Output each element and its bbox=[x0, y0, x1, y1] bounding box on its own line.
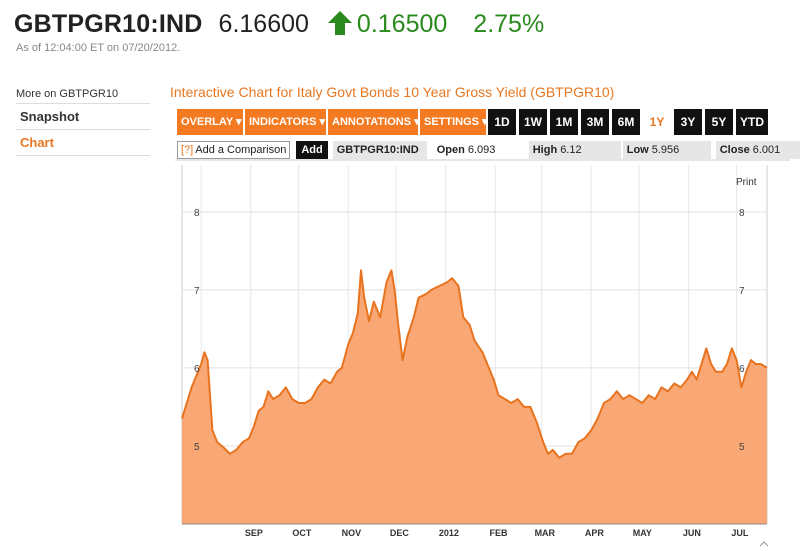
x-tick-label: JUL bbox=[731, 528, 749, 538]
add-comparison-button[interactable]: Add bbox=[296, 141, 328, 159]
low-value: Low 5.956 bbox=[622, 141, 711, 159]
sidebar-item-snapshot[interactable]: Snapshot bbox=[16, 104, 150, 130]
range-3y[interactable]: 3Y bbox=[674, 109, 702, 135]
high-label: High bbox=[532, 144, 558, 156]
plot-background bbox=[182, 165, 767, 524]
x-tick-label: APR bbox=[585, 528, 605, 538]
yield-area bbox=[182, 270, 767, 524]
x-tick-label: FEB bbox=[489, 528, 508, 538]
close-value: Close 6.001 bbox=[715, 141, 800, 159]
close-number: 6.001 bbox=[752, 144, 781, 156]
print-link[interactable]: Print bbox=[736, 177, 757, 188]
y-tick-label-left: 5 bbox=[194, 442, 200, 453]
price-change: 0.16500 bbox=[356, 10, 448, 38]
sidebar-item-chart[interactable]: Chart bbox=[16, 130, 150, 156]
x-tick-label: MAY bbox=[633, 528, 652, 538]
scroll-chevron-icon bbox=[759, 541, 769, 547]
close-label: Close bbox=[719, 144, 750, 156]
annotations-menu[interactable]: ANNOTATIONS ▾ bbox=[328, 109, 420, 135]
range-1d[interactable]: 1D bbox=[488, 109, 516, 135]
settings-menu[interactable]: SETTINGS ▾ bbox=[420, 109, 488, 135]
x-tick-label: OCT bbox=[292, 528, 312, 538]
quote-summary-row: [?] Add a Comparison Add GBTPGR10:IND Op… bbox=[177, 140, 800, 160]
x-tick-label: 2012 bbox=[439, 528, 459, 538]
y-tick-label-right: 6 bbox=[739, 364, 745, 375]
y-tick-label-left: 7 bbox=[194, 286, 200, 297]
high-number: 6.12 bbox=[560, 144, 582, 156]
as-of-timestamp: As of 12:04:00 ET on 07/20/2012. bbox=[16, 42, 181, 54]
quote-header: GBTPGR10:IND 6.16600 0.16500 2.75% bbox=[14, 6, 545, 38]
sidebar-title: More on GBTPGR10 bbox=[16, 88, 150, 104]
x-tick-label: DEC bbox=[390, 528, 410, 538]
open-number: 6.093 bbox=[467, 144, 496, 156]
range-1y[interactable]: 1Y bbox=[643, 109, 671, 135]
low-label: Low bbox=[626, 144, 649, 156]
comparison-input[interactable]: [?] Add a Comparison bbox=[177, 141, 291, 159]
x-tick-label: NOV bbox=[342, 528, 362, 538]
overlay-menu[interactable]: OVERLAY ▾ bbox=[177, 109, 243, 135]
high-value: High 6.12 bbox=[528, 141, 621, 159]
x-tick-label: JUN bbox=[683, 528, 701, 538]
y-tick-label-right: 7 bbox=[739, 286, 745, 297]
low-number: 5.956 bbox=[651, 144, 680, 156]
last-price: 6.16600 bbox=[218, 10, 309, 38]
comparison-placeholder: Add a Comparison bbox=[195, 144, 287, 156]
up-arrow-icon bbox=[327, 11, 352, 35]
range-1w[interactable]: 1W bbox=[519, 109, 547, 135]
range-3m[interactable]: 3M bbox=[581, 109, 609, 135]
sidebar: More on GBTPGR10 Snapshot Chart bbox=[16, 88, 150, 156]
x-tick-label: MAR bbox=[535, 528, 556, 538]
x-tick-label: SEP bbox=[245, 528, 263, 538]
help-link[interactable]: [?] bbox=[181, 144, 194, 156]
range-1m[interactable]: 1M bbox=[550, 109, 578, 135]
yield-line bbox=[181, 269, 768, 459]
indicators-menu[interactable]: INDICATORS ▾ bbox=[245, 109, 326, 135]
chart-toolbar: OVERLAY ▾ INDICATORS ▾ ANNOTATIONS ▾ SET… bbox=[177, 109, 771, 135]
ticker-symbol: GBTPGR10:IND bbox=[14, 10, 203, 38]
open-label: Open bbox=[436, 144, 465, 156]
y-tick-label-right: 5 bbox=[739, 442, 745, 453]
y-tick-label-left: 6 bbox=[194, 364, 200, 375]
chart-title: Interactive Chart for Italy Govt Bonds 1… bbox=[170, 84, 615, 100]
y-tick-label-right: 8 bbox=[739, 208, 745, 219]
percent-change: 2.75% bbox=[473, 10, 545, 38]
quote-symbol: GBTPGR10:IND bbox=[332, 141, 427, 159]
y-tick-label-left: 8 bbox=[194, 208, 200, 219]
range-6m[interactable]: 6M bbox=[612, 109, 640, 135]
range-ytd[interactable]: YTD bbox=[736, 109, 768, 135]
range-5y[interactable]: 5Y bbox=[705, 109, 733, 135]
open-value: Open 6.093 bbox=[432, 141, 527, 159]
